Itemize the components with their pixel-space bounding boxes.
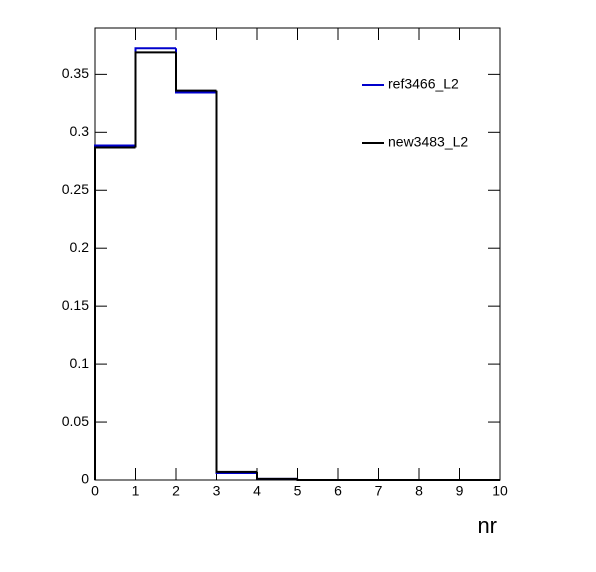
x-tick-label: 10 xyxy=(492,483,508,499)
histogram-bin xyxy=(94,146,136,480)
histogram-bin xyxy=(215,90,257,473)
legend-label: new3483_L2 xyxy=(388,134,468,150)
x-tick-label: 5 xyxy=(294,483,302,499)
y-tick-label: 0.1 xyxy=(70,355,90,371)
x-tick-label: 0 xyxy=(91,483,99,499)
y-tick-label: 0.35 xyxy=(62,65,89,81)
y-tick-label: 0 xyxy=(81,471,89,487)
x-tick-label: 2 xyxy=(172,483,180,499)
histogram-bin xyxy=(296,478,338,481)
x-tick-label: 4 xyxy=(253,483,261,499)
y-tick-label: 0.15 xyxy=(62,297,89,313)
x-tick-label: 1 xyxy=(132,483,140,499)
x-tick-label: 9 xyxy=(456,483,464,499)
y-tick-label: 0.2 xyxy=(70,239,90,255)
y-tick-label: 0.3 xyxy=(70,123,90,139)
x-tick-label: 6 xyxy=(334,483,342,499)
x-tick-label: 8 xyxy=(415,483,423,499)
y-tick-label: 0.25 xyxy=(62,181,89,197)
y-tick-label: 0.05 xyxy=(62,413,89,429)
x-axis-label: nr xyxy=(477,513,497,538)
legend-label: ref3466_L2 xyxy=(388,76,459,92)
histogram-bin xyxy=(175,52,217,92)
histogram-bin xyxy=(256,471,298,480)
histogram-bin xyxy=(134,51,176,148)
legend-box xyxy=(357,62,490,166)
x-tick-label: 7 xyxy=(375,483,383,499)
x-tick-label: 3 xyxy=(213,483,221,499)
